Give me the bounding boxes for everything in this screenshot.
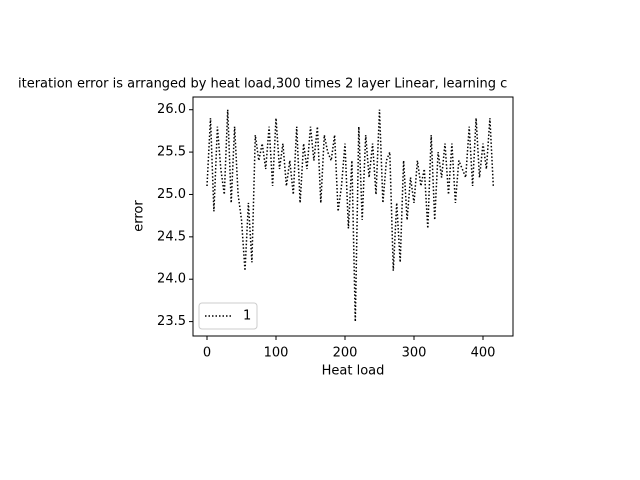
chart-title: iteration error is arranged by heat load… — [18, 77, 507, 92]
x-tick-label: 300 — [402, 346, 427, 361]
y-axis-label: error — [132, 200, 147, 232]
y-tick-label: 26.0 — [157, 102, 186, 117]
x-tick-label: 0 — [203, 346, 211, 361]
y-tick-label: 25.5 — [157, 145, 186, 160]
plot-frame — [192, 96, 514, 337]
y-tick-label: 24.5 — [157, 229, 186, 244]
y-tick-label: 24.0 — [157, 272, 186, 287]
x-tick-label: 400 — [471, 346, 496, 361]
legend-label: 1 — [243, 309, 251, 324]
y-tick-label: 25.0 — [157, 187, 186, 202]
x-tick-label: 200 — [333, 346, 358, 361]
x-tick-label: 100 — [264, 346, 289, 361]
legend-box — [198, 302, 258, 330]
x-axis-label: Heat load — [322, 364, 385, 379]
data-line — [206, 109, 495, 322]
y-tick-label: 23.5 — [157, 314, 186, 329]
